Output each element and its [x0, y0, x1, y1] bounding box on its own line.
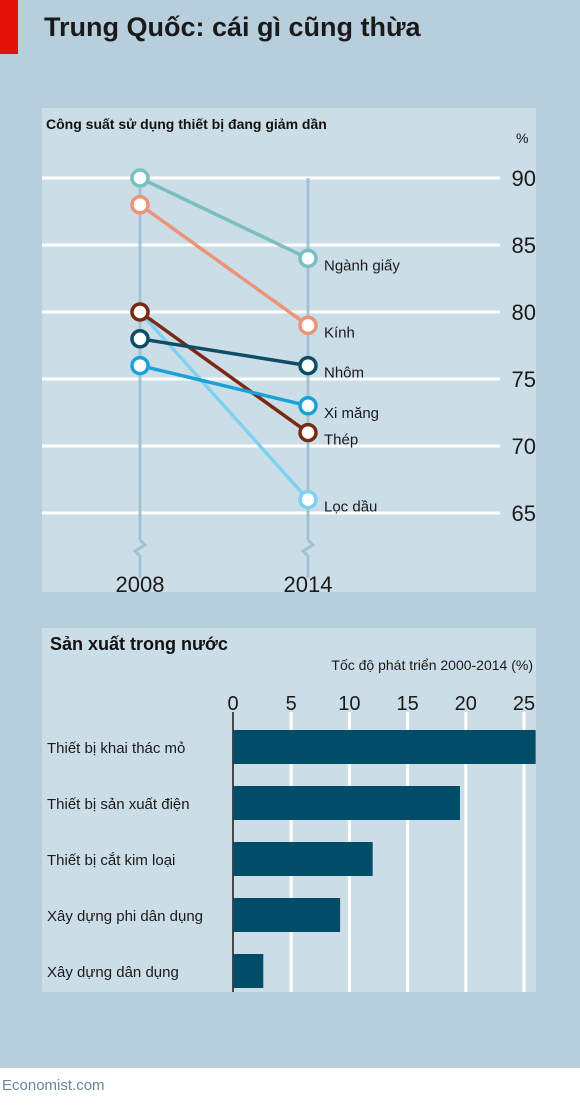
bar — [233, 842, 373, 876]
x-tick-label: 0 — [227, 693, 238, 715]
category-label: Thiết bị khai thác mỏ — [47, 740, 185, 757]
y-tick-label: 75 — [512, 367, 536, 392]
data-point — [298, 396, 318, 416]
series-label: Nhôm — [324, 365, 364, 382]
series-label: Thép — [324, 432, 358, 449]
x-tick-label: 25 — [513, 693, 535, 715]
x-tick-label: 5 — [286, 693, 297, 715]
data-point — [298, 355, 318, 376]
line-chart-panel: Công suất sử dụng thiết bị đang giảm dần… — [42, 108, 536, 592]
data-point — [298, 248, 318, 269]
brand-red-tag — [0, 0, 18, 54]
data-point — [130, 329, 150, 349]
data-point — [298, 315, 318, 336]
bar-chart: Sản xuất trong nước Tốc độ phát triển 200… — [47, 634, 536, 992]
series-line — [139, 363, 309, 408]
data-point — [130, 302, 150, 322]
bar — [233, 898, 341, 932]
series-label: Xi măng — [324, 405, 379, 422]
bar-chart-title: Sản xuất trong nước — [50, 634, 228, 654]
series-label: Lọc dầu — [324, 499, 377, 516]
category-label: Xây dựng phi dân dụng — [47, 908, 203, 925]
series-line — [139, 176, 309, 260]
data-point — [298, 489, 318, 510]
x-tick-label: 15 — [396, 693, 418, 715]
bar — [233, 730, 536, 764]
series-line — [138, 203, 310, 327]
x-axis-label: Tốc độ phát triển 2000-2014 (%) — [331, 657, 533, 673]
series-line — [138, 310, 310, 435]
x-tick-label: 20 — [455, 693, 477, 715]
bar — [233, 786, 460, 820]
series-line — [138, 310, 310, 501]
y-tick-label: 90 — [512, 166, 536, 191]
category-label: Thiết bị cắt kim loại — [47, 852, 175, 869]
data-point — [130, 168, 150, 188]
y-tick-label: 65 — [512, 501, 536, 526]
series-label: Ngành giấy — [324, 257, 400, 274]
x-tick-label: 2008 — [116, 572, 165, 592]
x-tick-label: 2014 — [284, 572, 333, 592]
series-label: Kính — [324, 324, 355, 341]
axis-break-mark — [132, 538, 148, 578]
source-footer: Economist.com — [2, 1077, 105, 1094]
page-title: Trung Quốc: cái gì cũng thừa — [44, 12, 421, 42]
category-label: Thiết bị sản xuất điện — [47, 796, 190, 813]
x-tick-label: 10 — [338, 693, 360, 715]
data-point — [130, 195, 150, 215]
data-point — [298, 422, 318, 443]
line-chart: Công suất sử dụng thiết bị đang giảm dần… — [42, 116, 536, 592]
axis-break-mark — [300, 538, 316, 578]
bar — [233, 954, 264, 988]
category-label: Xây dựng dân dụng — [47, 964, 179, 981]
series-line — [139, 337, 309, 368]
data-point — [130, 355, 150, 376]
y-axis-unit: % — [516, 130, 528, 146]
line-chart-title: Công suất sử dụng thiết bị đang giảm dần — [46, 116, 327, 132]
y-tick-label: 70 — [512, 434, 536, 459]
y-tick-label: 85 — [512, 233, 536, 258]
y-tick-label: 80 — [512, 300, 536, 325]
bar-chart-panel: Sản xuất trong nước Tốc độ phát triển 200… — [42, 628, 536, 992]
